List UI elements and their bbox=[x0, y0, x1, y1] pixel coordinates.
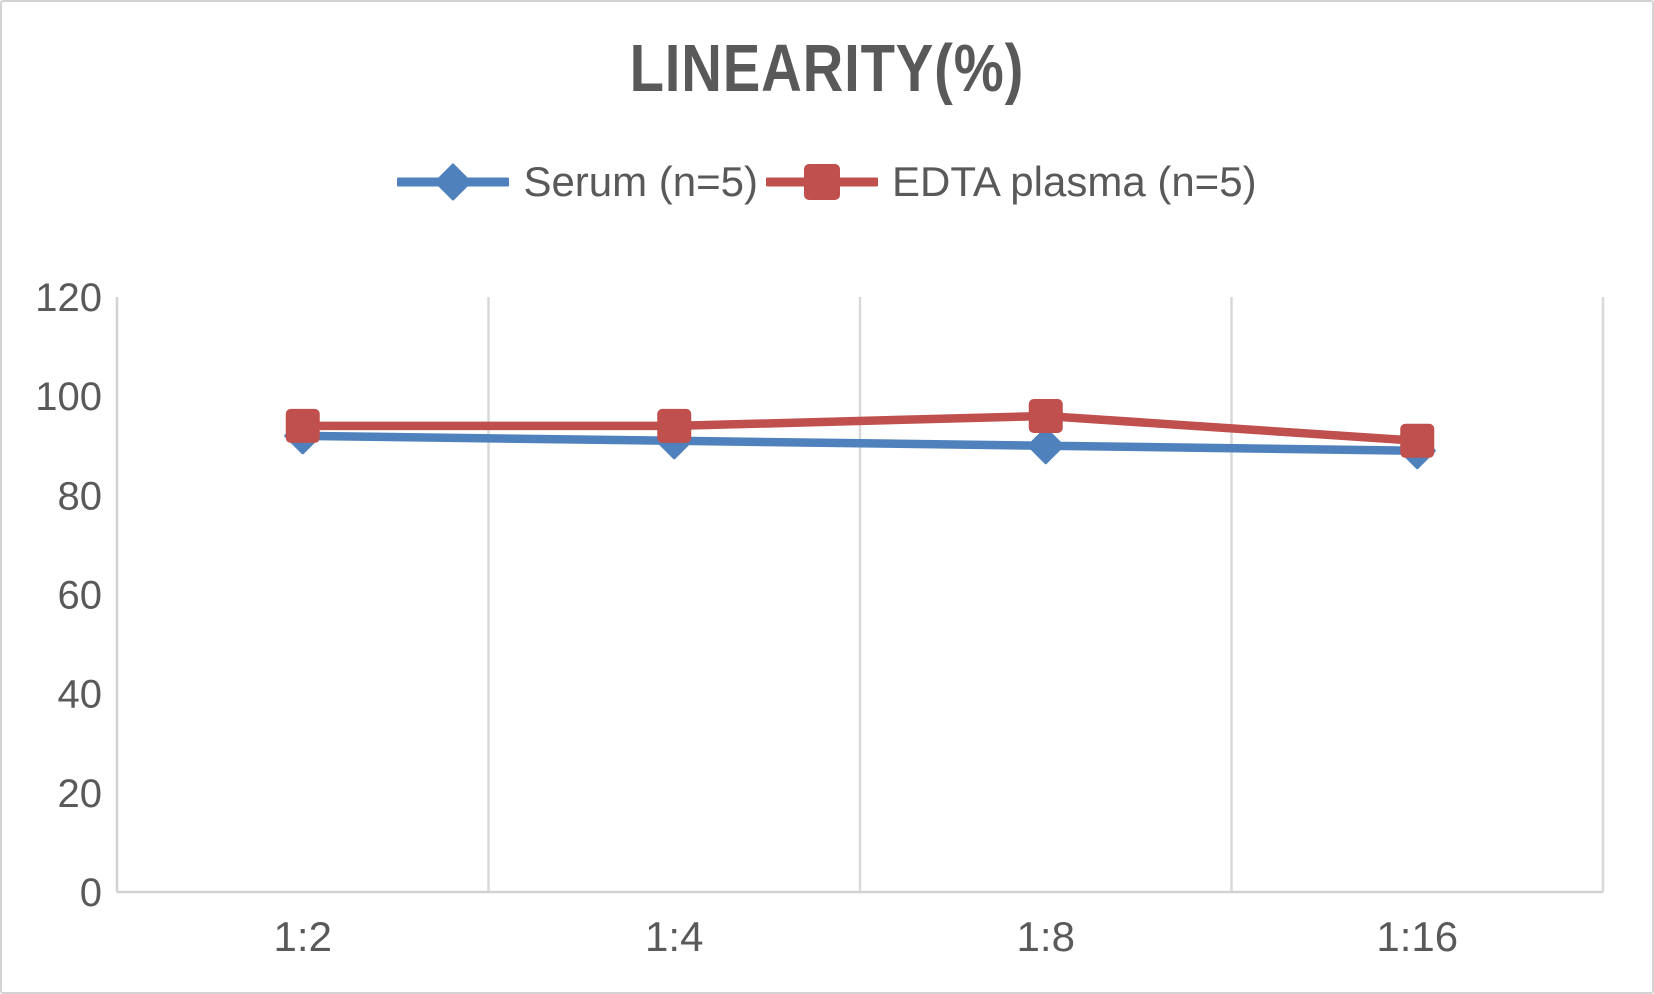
y-axis-tick-label: 0 bbox=[80, 871, 102, 915]
y-axis-tick-label: 80 bbox=[58, 474, 103, 518]
y-axis-tick-label: 20 bbox=[58, 772, 103, 816]
x-axis-tick-label: 1:8 bbox=[1017, 913, 1075, 960]
x-axis-tick-label: 1:16 bbox=[1376, 913, 1458, 960]
chart-legend: Serum (n=5) EDTA plasma (n=5) bbox=[2, 158, 1652, 206]
serum-n-5-diamond-marker bbox=[1027, 427, 1065, 465]
y-axis-tick-label: 100 bbox=[35, 375, 102, 419]
legend-item-edta-plasma: EDTA plasma (n=5) bbox=[766, 158, 1257, 206]
edta-plasma-n-5-square-marker bbox=[657, 408, 692, 443]
y-axis-tick-label: 60 bbox=[58, 574, 103, 618]
chart-title: LINEARITY(%) bbox=[2, 30, 1652, 107]
x-axis-tick-label: 1:4 bbox=[645, 913, 703, 960]
edta-plasma-line-square-marker-icon bbox=[766, 164, 879, 200]
edta-plasma-n-5-square-marker bbox=[285, 408, 320, 443]
edta-plasma-n-5-square-marker bbox=[1028, 399, 1063, 433]
legend-item-serum: Serum (n=5) bbox=[397, 158, 758, 206]
y-axis-tick-label: 120 bbox=[35, 276, 102, 320]
chart-title-text: LINEARITY(%) bbox=[629, 31, 1025, 106]
serum-line-diamond-marker-icon bbox=[397, 163, 510, 201]
y-axis-tick-label: 40 bbox=[58, 673, 103, 717]
x-axis-tick-label: 1:2 bbox=[274, 913, 332, 960]
legend-label-serum: Serum (n=5) bbox=[523, 158, 759, 205]
edta-plasma-n-5-line bbox=[302, 411, 1418, 446]
serum-n-5-line bbox=[302, 431, 1418, 455]
edta-plasma-n-5-square-marker bbox=[1400, 423, 1435, 458]
legend-label-edta-plasma: EDTA plasma (n=5) bbox=[892, 158, 1257, 205]
